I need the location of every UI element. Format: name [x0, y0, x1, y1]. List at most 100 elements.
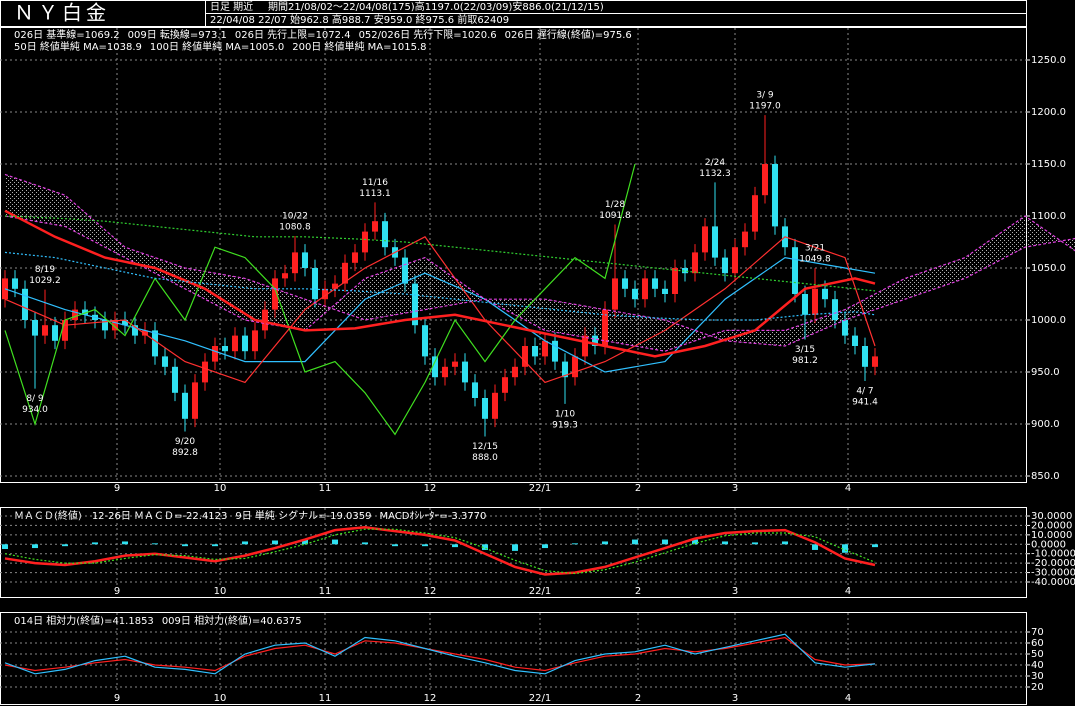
- y-tick-label: 30: [1031, 671, 1044, 682]
- series-line: [4, 526, 876, 576]
- series-line: [4, 236, 876, 384]
- annotation-date: 12/15: [472, 442, 498, 452]
- x-tick-label: 2: [635, 586, 641, 597]
- y-tick-label: 50: [1031, 649, 1044, 660]
- y-tick-label: 1200.0: [1031, 107, 1066, 118]
- y-tick-label: 20.0000: [1031, 520, 1072, 531]
- info-line: 22/04/08 22/07 始962.8 高988.7 安959.0 終975…: [210, 13, 509, 26]
- histogram-bar: [62, 544, 68, 547]
- histogram-bar: [92, 542, 98, 545]
- cloud-fill: [5, 174, 1075, 352]
- legend-entry: 014日 相対力(終値)=41.1853: [14, 614, 154, 627]
- candle-body: [332, 283, 338, 289]
- candle-body: [852, 335, 858, 346]
- candle-body: [142, 330, 148, 336]
- candle-body: [872, 356, 878, 367]
- candle-body: [792, 247, 798, 294]
- candle-body: [132, 325, 138, 336]
- annotation-price: 981.2: [792, 356, 818, 366]
- candle-body: [722, 257, 728, 274]
- histogram-bar: [842, 544, 848, 553]
- annotation-date: 3/ 9: [756, 91, 774, 101]
- annotation-price: 1132.3: [699, 169, 731, 179]
- subtitle: 日足 期近: [210, 0, 253, 13]
- histogram-bar: [572, 543, 578, 545]
- candle-body: [542, 340, 548, 357]
- series-line: [4, 633, 876, 675]
- candle-body: [732, 247, 738, 274]
- legend-entry: 50日 終値単純 MA=1038.9: [14, 40, 142, 53]
- x-tick-label: 2: [635, 693, 641, 704]
- legend-entry: MACDｵｼﾚｰﾀｰ=-3.3770: [379, 510, 486, 522]
- x-tick-label: 12: [424, 483, 437, 494]
- annotation-price: 888.0: [472, 453, 498, 463]
- histogram-bar: [782, 541, 788, 545]
- series-line: [4, 209, 876, 358]
- candle-body: [512, 366, 518, 378]
- candle-body: [742, 231, 748, 248]
- candle-body: [202, 361, 208, 383]
- y-tick-label: 1050.0: [1031, 263, 1066, 274]
- x-tick-label: 22/1: [529, 586, 551, 597]
- x-tick-label: 12: [424, 693, 437, 704]
- annotation-date: 3/15: [795, 345, 815, 355]
- candle-body: [692, 252, 698, 274]
- candle-body: [442, 366, 448, 378]
- histogram-bar: [722, 541, 728, 545]
- legend-entry: 026日 基準線=1069.2: [14, 28, 120, 41]
- x-tick-label: 9: [114, 483, 120, 494]
- y-tick-label: 950.0: [1031, 367, 1060, 378]
- x-tick-label: 3: [732, 693, 738, 704]
- legend-entry: 026日 遅行線(終値)=975.6: [505, 28, 632, 41]
- candle-body: [682, 268, 688, 274]
- annotation-date: 11/16: [362, 178, 388, 188]
- y-tick-label: -10.0000: [1031, 549, 1075, 560]
- series-line: [4, 215, 1075, 352]
- histogram-bar: [122, 541, 128, 545]
- legend-entry: 026日 先行上限=1072.4: [235, 28, 351, 41]
- series-line: [4, 251, 876, 321]
- candle-body: [12, 278, 18, 289]
- histogram-bar: [152, 543, 158, 545]
- annotation-date: 1/10: [555, 409, 575, 419]
- annotation-price: 892.8: [172, 448, 198, 458]
- candle-body: [412, 283, 418, 326]
- candle-body: [702, 226, 708, 253]
- histogram-bar: [182, 544, 188, 547]
- candle-body: [842, 320, 848, 336]
- legend-entry: 9日 単純 シグナル=-19.0359: [235, 509, 371, 522]
- histogram-bar: [632, 539, 638, 545]
- candle-body: [102, 320, 108, 331]
- candle-body: [232, 335, 238, 352]
- candle-body: [122, 320, 128, 326]
- chart-title: ＮＹ白金: [14, 1, 110, 25]
- annotation-date: 1/28: [605, 200, 625, 210]
- candle-body: [152, 330, 158, 357]
- y-tick-label: 40: [1031, 660, 1044, 671]
- candle-body: [642, 278, 648, 300]
- candle-body: [262, 309, 268, 331]
- histogram-bar: [272, 540, 278, 545]
- candle-body: [422, 325, 428, 357]
- histogram-bar: [542, 544, 548, 549]
- y-tick-label: 850.0: [1031, 471, 1060, 482]
- x-tick-label: 3: [732, 586, 738, 597]
- legend-entry: 052/026日 先行下限=1020.6: [359, 28, 497, 41]
- histogram-bar: [662, 539, 668, 545]
- annotation-price: 1080.8: [279, 222, 311, 232]
- candle-body: [182, 392, 188, 419]
- candle-body: [82, 309, 88, 315]
- annotation-price: 1091.8: [599, 211, 631, 221]
- annotation-price: 1029.2: [29, 276, 61, 286]
- x-tick-label: 3: [732, 483, 738, 494]
- candle-body: [522, 346, 528, 367]
- candle-body: [322, 288, 328, 300]
- legend-entry: 009日 転換線=973.1: [128, 28, 227, 41]
- y-tick-label: 30.0000: [1031, 511, 1072, 522]
- y-tick-label: 900.0: [1031, 419, 1060, 430]
- candle-body: [572, 356, 578, 378]
- annotation-date: 2/24: [705, 158, 725, 168]
- candle-body: [612, 278, 618, 310]
- series-line: [4, 173, 1075, 347]
